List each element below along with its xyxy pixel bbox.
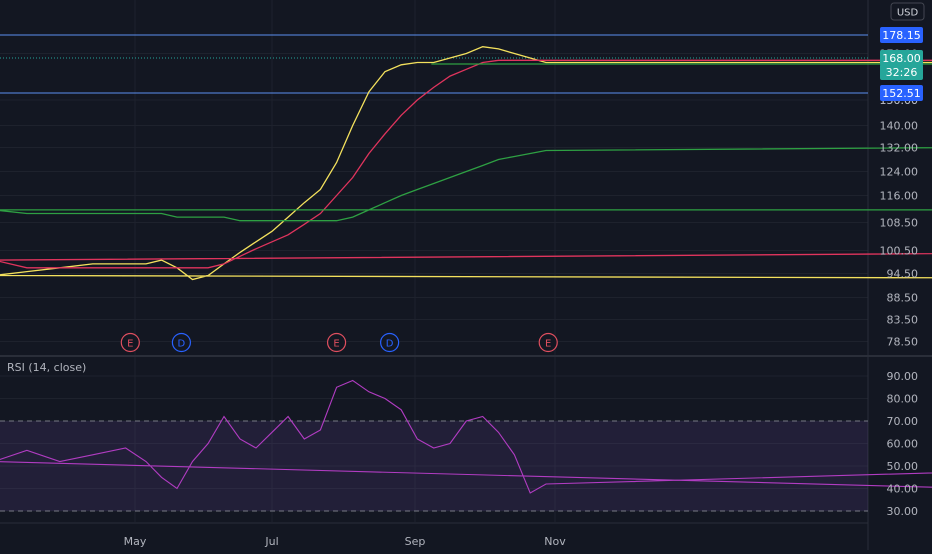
price-tick-label: 124.00 bbox=[880, 166, 919, 179]
price-tick-label: 100.50 bbox=[880, 245, 919, 258]
last-price-badge: 168.00 bbox=[880, 50, 923, 66]
dividend-marker[interactable]: D bbox=[171, 332, 192, 353]
price-tick-label: 108.50 bbox=[880, 217, 919, 230]
rsi-tick-label: 40.00 bbox=[887, 483, 919, 496]
time-axis: MayJulSepNov2021Mar bbox=[124, 535, 567, 548]
event-circle bbox=[171, 332, 192, 353]
time-tick-label: Nov bbox=[544, 535, 566, 548]
projection-arrow bbox=[431, 63, 932, 65]
price-tick-label: 116.00 bbox=[880, 190, 919, 203]
rsi-tick-label: 50.00 bbox=[887, 460, 919, 473]
rsi-tick-label: 30.00 bbox=[887, 505, 919, 518]
rsi-tick-label: 80.00 bbox=[887, 393, 919, 406]
currency-label: USD bbox=[897, 8, 919, 19]
last-price-badge-text: 168.00 bbox=[882, 52, 921, 65]
currency-box bbox=[890, 2, 925, 21]
event-markers: EDEDEDE bbox=[120, 332, 558, 353]
earnings-marker[interactable]: E bbox=[538, 332, 558, 353]
earnings-marker[interactable]: E bbox=[326, 332, 347, 353]
event-label: E bbox=[333, 339, 339, 350]
time-tick-label: May bbox=[124, 535, 147, 548]
rsi-tick-label: 70.00 bbox=[887, 415, 919, 428]
event-label: E bbox=[127, 339, 133, 350]
price-axis: 78.50 83.50 88.50 94.50 100.50 108.50 116.00 12… bbox=[880, 2, 925, 518]
event-circle bbox=[120, 332, 140, 353]
level-badge-box bbox=[880, 27, 923, 43]
event-circle bbox=[538, 332, 558, 353]
price-tick-label: 78.50 bbox=[887, 336, 919, 349]
rsi-tick-label: 90.00 bbox=[887, 370, 919, 383]
horizontal-levels bbox=[0, 34, 868, 94]
event-circle bbox=[380, 332, 400, 353]
level-badge: 178.15 bbox=[880, 27, 923, 43]
price-tick-label: 132.00 bbox=[880, 142, 919, 155]
countdown-badge-box bbox=[880, 64, 923, 80]
price-tick-label: 94.50 bbox=[887, 268, 919, 281]
rsi-tick-label: 60.00 bbox=[887, 438, 919, 451]
event-label: D bbox=[178, 339, 186, 350]
last-price-badge-box bbox=[880, 50, 923, 66]
level-badge: 152.51 bbox=[880, 85, 923, 101]
level-badge-text: 152.51 bbox=[882, 87, 921, 100]
countdown-badge: 32:26 bbox=[880, 64, 923, 80]
price-tick-label: 88.50 bbox=[887, 292, 919, 305]
price-tick-label: 140.00 bbox=[880, 120, 919, 133]
earnings-marker[interactable]: E bbox=[120, 332, 140, 353]
level-badge-text: 178.15 bbox=[882, 29, 921, 42]
time-tick-label: Jul bbox=[264, 535, 278, 548]
moving-average-line bbox=[0, 59, 932, 269]
level-badge-box bbox=[880, 85, 923, 101]
moving-averages bbox=[0, 46, 932, 281]
time-tick-label: Sep bbox=[405, 535, 426, 548]
rsi-band-fill bbox=[0, 421, 868, 511]
moving-average-line bbox=[0, 147, 932, 222]
moving-average-line bbox=[0, 46, 932, 281]
price-tick-label: 83.50 bbox=[887, 314, 919, 327]
dividend-marker[interactable]: D bbox=[380, 332, 400, 353]
rsi-title: RSI (14, close) bbox=[7, 361, 86, 374]
rsi-panel: RSI (14, close) bbox=[0, 361, 932, 512]
rsi-line bbox=[0, 379, 932, 494]
currency-selector[interactable]: USD bbox=[890, 2, 925, 21]
event-label: E bbox=[545, 339, 551, 350]
countdown-badge-text: 32:26 bbox=[886, 66, 918, 79]
event-label: D bbox=[386, 339, 394, 350]
event-circle bbox=[326, 332, 347, 353]
